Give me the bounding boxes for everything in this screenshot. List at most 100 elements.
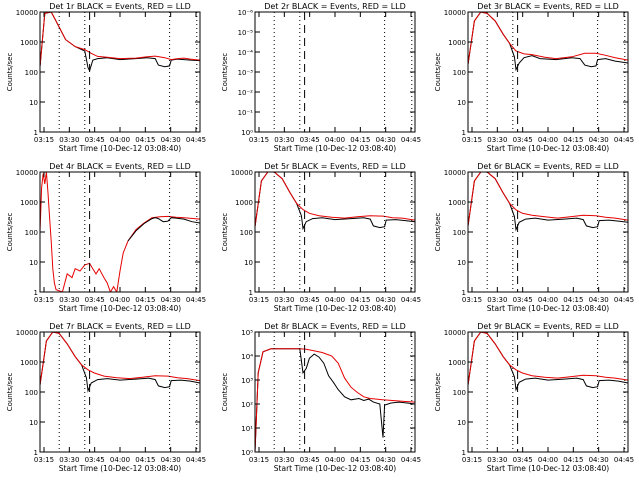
x-axis-label: Start Time (10-Dec-12 03:08:40) [274, 144, 396, 153]
x-tick-label: 03:45 [513, 136, 533, 144]
y-tick-label: 10⁻⁵ [238, 29, 254, 37]
x-tick-label: 03:15 [249, 296, 269, 304]
y-tick-label: 1 [34, 129, 38, 137]
x-tick-label: 04:15 [563, 296, 583, 304]
plot-frame [467, 11, 629, 133]
plot-frame [254, 331, 416, 453]
y-tick-label: 10¹ [241, 425, 253, 433]
y-tick-label: 10 [29, 99, 38, 107]
y-tick-label: 1 [462, 449, 466, 457]
x-tick-label: 03:30 [59, 296, 79, 304]
y-tick-label: 100 [453, 389, 466, 397]
x-tick-label: 03:15 [249, 136, 269, 144]
x-tick-label: 03:45 [85, 136, 105, 144]
x-tick-label: 04:15 [350, 296, 370, 304]
x-tick-label: 04:45 [401, 136, 421, 144]
series-events-line [468, 172, 628, 232]
x-tick-label: 04:45 [614, 136, 634, 144]
x-tick-label: 04:45 [186, 296, 206, 304]
x-tick-label: 04:30 [376, 296, 396, 304]
y-tick-label: 10000 [231, 169, 253, 177]
x-tick-label: 04:15 [135, 296, 155, 304]
panel-det-8: Det 8r BLACK = Events, RED = LLD 10⁰ 10¹ 10… [221, 322, 421, 473]
y-tick-label: 1000 [20, 359, 38, 367]
series-lld-line [468, 332, 628, 386]
y-tick-label: 10² [241, 401, 253, 409]
series-lld-line [468, 172, 628, 226]
x-axis-label: Start Time (10-Dec-12 03:08:40) [487, 464, 609, 473]
x-tick-label: 03:15 [462, 296, 482, 304]
x-tick-label: 03:15 [462, 136, 482, 144]
x-tick-label: 03:45 [513, 296, 533, 304]
x-tick-label: 03:45 [300, 136, 320, 144]
x-tick-label: 03:15 [249, 456, 269, 464]
y-tick-label: 10⁵ [241, 329, 253, 337]
plot-frame [254, 171, 416, 293]
series-lld-line [40, 12, 200, 67]
x-tick-label: 03:30 [487, 296, 507, 304]
x-tick-label: 04:00 [325, 296, 345, 304]
plot-frame [467, 331, 629, 453]
y-tick-label: 10000 [16, 9, 38, 17]
y-tick-label: 1000 [448, 199, 466, 207]
panel-det-7: Det 7r BLACK = Events, RED = LLD 1 10 100 10… [6, 322, 206, 473]
x-axis-label: Start Time (10-Dec-12 03:08:40) [274, 304, 396, 313]
y-tick-label: 10⁻⁴ [238, 49, 254, 57]
x-tick-label: 03:45 [85, 456, 105, 464]
y-axis-label: Counts/sec [221, 53, 229, 92]
x-tick-label: 03:15 [34, 136, 54, 144]
x-axis-label: Start Time (10-Dec-12 03:08:40) [59, 304, 181, 313]
x-axis-label: Start Time (10-Dec-12 03:08:40) [59, 464, 181, 473]
panel-title: Det 9r BLACK = Events, RED = LLD [477, 322, 619, 331]
x-tick-label: 04:00 [110, 136, 130, 144]
series-events-line [40, 332, 200, 393]
x-tick-label: 03:45 [300, 456, 320, 464]
x-tick-label: 04:45 [614, 296, 634, 304]
y-tick-label: 10 [457, 419, 466, 427]
x-tick-label: 04:30 [589, 296, 609, 304]
y-tick-label: 100 [25, 229, 38, 237]
panel-title: Det 1r BLACK = Events, RED = LLD [49, 2, 191, 11]
x-tick-label: 03:15 [34, 296, 54, 304]
x-tick-label: 04:45 [401, 456, 421, 464]
y-tick-label: 10⁴ [241, 353, 253, 361]
x-tick-label: 04:45 [186, 456, 206, 464]
y-axis-label: Counts/sec [6, 373, 14, 412]
x-axis-label: Start Time (10-Dec-12 03:08:40) [59, 144, 181, 153]
series-lld-line [40, 172, 200, 292]
x-tick-label: 03:15 [462, 456, 482, 464]
x-tick-label: 03:45 [513, 456, 533, 464]
x-tick-label: 04:15 [563, 136, 583, 144]
y-tick-label: 1 [462, 129, 466, 137]
y-tick-label: 100 [453, 69, 466, 77]
y-tick-label: 10000 [444, 329, 466, 337]
x-tick-label: 04:30 [161, 456, 181, 464]
x-tick-label: 04:00 [110, 296, 130, 304]
panel-det-5: Det 5r BLACK = Events, RED = LLD 1 10 100 10… [221, 162, 421, 313]
x-tick-label: 04:15 [135, 456, 155, 464]
y-tick-label: 10 [29, 259, 38, 267]
y-axis-label: Counts/sec [6, 53, 14, 92]
x-axis-label: Start Time (10-Dec-12 03:08:40) [487, 144, 609, 153]
panel-det-1: Det 1r BLACK = Events, RED = LLD 1 10 100 10… [6, 2, 206, 153]
y-tick-label: 1000 [20, 39, 38, 47]
y-tick-label: 10 [457, 99, 466, 107]
series-lld-line [255, 172, 415, 227]
x-tick-label: 04:30 [376, 456, 396, 464]
y-axis-label: Counts/sec [434, 373, 442, 412]
y-tick-label: 100 [25, 69, 38, 77]
panel-title: Det 2r BLACK = Events, RED = LLD [264, 2, 406, 11]
x-tick-label: 03:30 [59, 136, 79, 144]
x-tick-label: 04:00 [325, 136, 345, 144]
series-lld-line [468, 12, 628, 65]
x-tick-label: 04:00 [538, 456, 558, 464]
panel-title: Det 7r BLACK = Events, RED = LLD [49, 322, 191, 331]
x-tick-label: 04:30 [376, 136, 396, 144]
series-events-line [40, 12, 200, 73]
panel-title: Det 6r BLACK = Events, RED = LLD [477, 162, 619, 171]
series-events-line [468, 12, 628, 72]
x-tick-label: 04:30 [161, 296, 181, 304]
x-tick-label: 04:45 [614, 456, 634, 464]
y-tick-label: 10⁰ [241, 129, 253, 137]
